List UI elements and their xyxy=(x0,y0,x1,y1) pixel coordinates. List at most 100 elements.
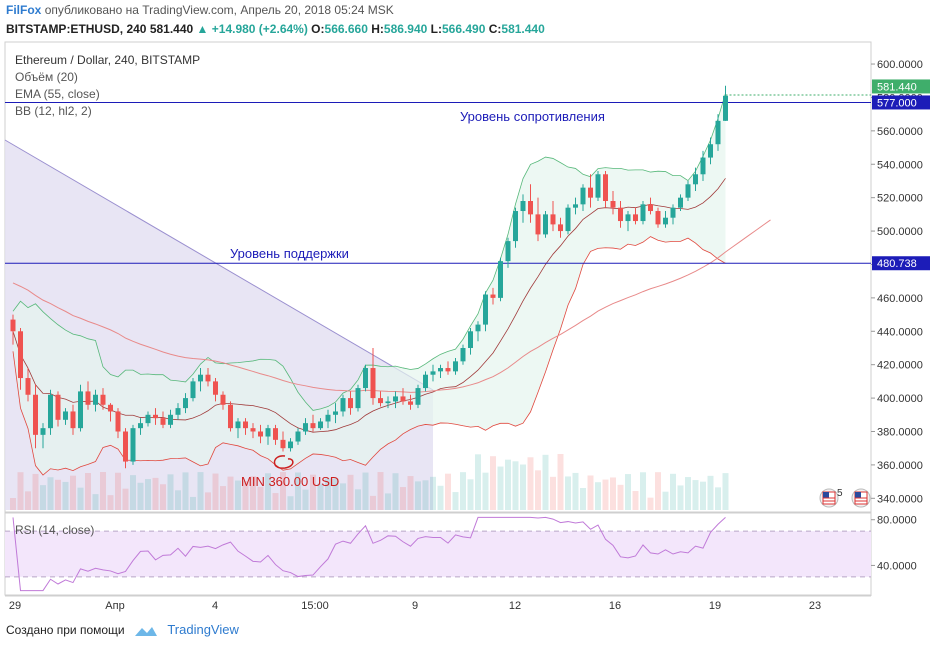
author-name[interactable]: FilFox xyxy=(6,3,42,17)
volume-bar xyxy=(542,454,549,510)
candle-body xyxy=(445,368,451,372)
candle-body xyxy=(355,388,361,409)
ema-line xyxy=(12,219,771,393)
volume-bar xyxy=(167,474,174,510)
tradingview-brand-link[interactable]: TradingView xyxy=(167,622,239,637)
volume-bar xyxy=(505,459,511,510)
candle-body xyxy=(708,144,713,158)
candle-body xyxy=(498,261,503,298)
price-tick-label: 520.0000 xyxy=(877,193,923,205)
volume-bar xyxy=(25,491,31,510)
volume-bar xyxy=(107,495,114,510)
volume-bar xyxy=(640,472,646,510)
candle-body xyxy=(213,381,218,395)
candle-body xyxy=(265,428,271,437)
candle-body xyxy=(693,174,698,185)
candle-body xyxy=(655,211,661,225)
candle-body xyxy=(205,374,211,382)
tradingview-logo-icon[interactable] xyxy=(134,624,158,638)
candle-body xyxy=(595,174,601,198)
candle-body xyxy=(528,201,533,215)
candle-body xyxy=(685,184,691,198)
candle-body xyxy=(378,398,383,404)
volume-bar xyxy=(272,493,279,510)
us-flag-event-icon[interactable] xyxy=(819,488,839,508)
candle-body xyxy=(123,431,128,462)
candle-body xyxy=(415,388,421,405)
volume-bar xyxy=(625,474,631,510)
time-tick-label: 23 xyxy=(809,600,821,612)
volume-bar xyxy=(212,473,219,510)
us-flag-event-icon-2[interactable] xyxy=(851,488,871,508)
candle-body xyxy=(160,418,166,425)
candle-body xyxy=(318,421,323,429)
candle-body xyxy=(618,207,623,222)
volume-bar xyxy=(707,475,714,510)
volume-bar xyxy=(62,481,69,510)
candle-body xyxy=(633,214,638,222)
last-price-badge-text: 581.440 xyxy=(877,81,917,93)
volume-bar xyxy=(340,483,346,510)
price-chart[interactable]: 600.0000 5 80.0000 560.0000 540.0000 520.0000… xyxy=(0,0,935,620)
candle-body xyxy=(220,394,226,405)
volume-bar xyxy=(602,479,609,510)
candle-body xyxy=(723,95,728,121)
volume-bar xyxy=(220,486,226,510)
legend-volume: Объём (20) xyxy=(15,70,78,84)
volume-bar xyxy=(40,485,46,510)
price-tick-label: 540.0000 xyxy=(877,159,923,171)
time-tick-label: 29 xyxy=(9,600,21,612)
candle-body xyxy=(483,294,488,325)
min-label: MIN 360.00 USD xyxy=(241,474,339,489)
volume-bar xyxy=(377,472,384,510)
volume-bar xyxy=(17,472,24,510)
candle-body xyxy=(63,411,68,420)
price-change: ▲ +14.980 (+2.64%) xyxy=(196,22,308,36)
volume-bar xyxy=(482,472,489,510)
price-tick-label: 380.0000 xyxy=(877,426,923,438)
candle-body xyxy=(100,394,106,405)
volume-bar xyxy=(347,474,354,510)
candle-body xyxy=(138,423,143,429)
volume-bar xyxy=(557,454,564,510)
candle-body xyxy=(273,428,278,440)
candle-body xyxy=(115,411,121,432)
candle-body xyxy=(640,204,646,222)
volume-bar xyxy=(370,495,376,510)
support-label: Уровень поддержки xyxy=(230,246,349,261)
candle-body xyxy=(130,428,136,462)
volume-bar xyxy=(452,492,459,510)
price-tick-label: 360.0000 xyxy=(877,460,923,472)
volume-bar xyxy=(407,476,414,510)
time-tick-label: 12 xyxy=(509,600,521,612)
volume-bar xyxy=(475,454,481,510)
volume-bar xyxy=(550,476,556,510)
candle-body xyxy=(235,421,241,429)
volume-bar xyxy=(205,492,211,510)
candle-body xyxy=(243,421,248,429)
candle-body xyxy=(258,431,263,437)
volume-bar xyxy=(722,473,729,510)
bollinger-band-fill xyxy=(13,93,726,476)
legend-rsi: RSI (14, close) xyxy=(15,523,94,537)
candle-body xyxy=(153,414,158,419)
candle-body xyxy=(475,324,481,332)
volume-bar xyxy=(92,494,99,510)
time-tick-label: Апр xyxy=(105,600,124,612)
candle-body xyxy=(663,217,668,225)
volume-bar xyxy=(422,480,429,510)
volume-bar xyxy=(85,473,91,510)
candle-body xyxy=(183,398,188,409)
price-tick-label: 460.0000 xyxy=(877,293,923,305)
volume-bar xyxy=(235,480,241,510)
candle-body xyxy=(400,396,406,402)
candle-body xyxy=(348,398,353,409)
volume-bar xyxy=(685,477,691,510)
candle-body xyxy=(565,207,571,232)
candle-body xyxy=(288,441,293,449)
candle-body xyxy=(70,411,76,429)
candle-body xyxy=(648,204,653,212)
volume-bar xyxy=(77,487,84,510)
volume-bar xyxy=(130,475,136,510)
volume-bar xyxy=(445,473,451,510)
